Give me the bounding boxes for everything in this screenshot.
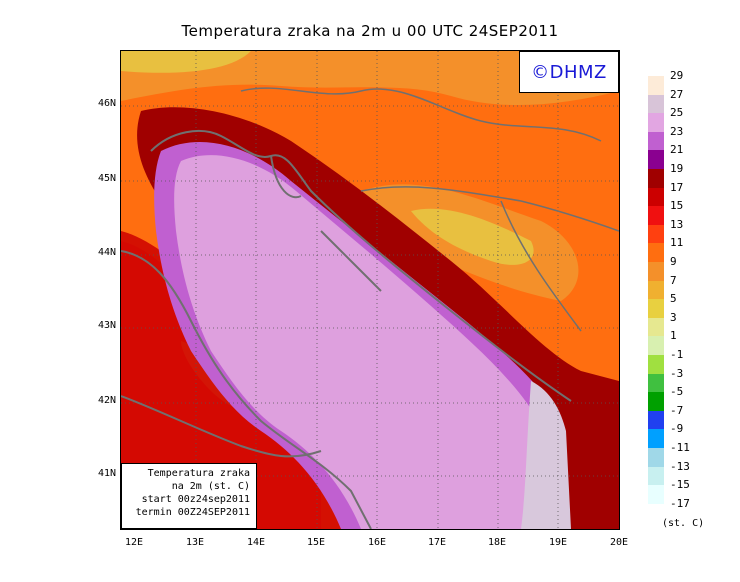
lat-label: 46N [97,98,116,109]
colorbar-swatch [648,448,664,467]
colorbar-label: 11 [670,236,684,250]
colorbar-label: 27 [670,87,684,101]
colorbar-label: 9 [670,255,677,268]
borders [240,87,619,332]
colorbar-label: 29 [670,69,684,82]
lon-label: 16E [367,537,387,548]
lon-label: 13E [185,537,205,548]
lon-label: 20E [609,537,629,548]
colorbar-swatch [648,392,664,411]
colorbar-swatch [648,280,664,300]
lat-label: 41N [97,468,116,479]
lon-label: 15E [306,537,326,548]
colorbar-swatch [648,336,664,355]
colorbar-swatch [648,355,664,374]
lat-label: 44N [97,247,116,258]
sea-south-cool [521,381,571,529]
colorbar-swatch [648,150,664,169]
info-line-1: Temperatura zraka [147,468,250,479]
colorbar-label: -17 [670,496,690,510]
lon-label: 19E [548,537,568,548]
colorbar-swatch [648,466,664,486]
colorbar-label: -9 [670,422,684,436]
colorbar-label: 21 [670,143,684,157]
temperature-map: ©DHMZ Temperatura zraka na 2m (st. C) st… [120,50,620,530]
lon-label: 17E [427,537,447,548]
colorbar-swatch [648,206,664,225]
info-line-3: start 00z24sep2011 [141,494,250,505]
dhmz-logo: ©DHMZ [519,51,619,93]
colorbar-label: -1 [670,348,684,361]
colorbar-swatch [648,373,664,393]
colorbar-label: -5 [670,385,684,399]
colorbar-label: 3 [670,310,677,324]
colorbar-swatch [648,187,664,207]
colorbar-label: 15 [670,199,684,213]
colorbar-label: -3 [670,366,684,380]
sea-surface [174,155,546,529]
colorbar-swatch [648,131,664,151]
map-title: Temperatura zraka na 2m u 00 UTC 24SEP20… [181,22,559,40]
colorbar-label: 7 [670,273,677,287]
colorbar-label: 25 [670,106,684,120]
lat-label: 43N [97,320,116,331]
map-canvas [121,51,619,529]
colorbar-swatch [648,299,664,318]
info-line-2: na 2m (st. C) [171,481,250,492]
colorbar-label: 13 [670,217,684,231]
colorbar-label: -7 [670,403,684,417]
colorbar-label: 19 [670,162,684,175]
lat-label: 45N [97,173,116,184]
colorbar-swatch [648,94,664,114]
colorbar-swatch [648,429,664,448]
colorbar-swatch [648,410,664,430]
info-box: Temperatura zraka na 2m (st. C) start 00… [121,463,257,529]
colorbar-label: 17 [670,180,684,194]
lon-label: 14E [246,537,266,548]
land-coldest-dinaric [411,208,534,265]
coastlines [121,130,572,529]
colorbar-label: 23 [670,124,684,138]
colorbar-unit: (st. C) [662,518,705,529]
colorbar-label: 1 [670,329,677,343]
lon-label: 18E [487,537,507,548]
colorbar-label: 5 [670,292,677,306]
lat-label: 42N [97,395,116,406]
colorbar-swatch [648,113,664,132]
land-cold-alps [121,51,251,73]
info-line-4: termin 00Z24SEP2011 [135,507,250,518]
land-cool-north [121,51,619,106]
colorbar-swatch [648,317,664,337]
colorbar-label: -11 [670,441,690,454]
colorbar-label: -13 [670,459,690,473]
colorbar-swatch [648,76,664,95]
colorbar-swatch [648,243,664,262]
colorbar-swatch [648,503,664,523]
colorbar-swatch [648,169,664,188]
colorbar-label: -15 [670,478,690,492]
colorbar-swatch [648,485,664,504]
colorbar-swatch [648,262,664,281]
lon-label: 12E [124,537,144,548]
colorbar-swatch [648,224,664,244]
